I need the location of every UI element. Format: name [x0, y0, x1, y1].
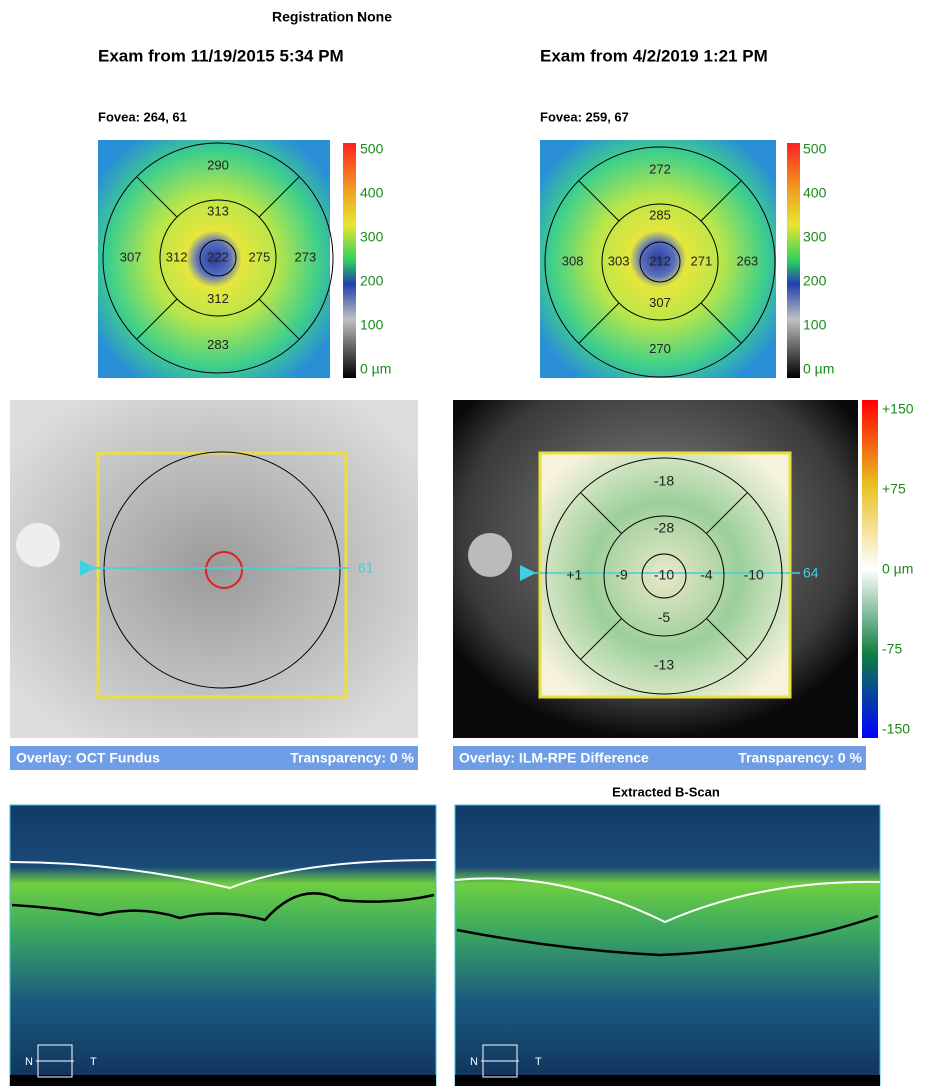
grid-value: 285	[649, 207, 671, 222]
report: Registration : None Exam from 11/19/2015…	[0, 0, 934, 1086]
scale-label: 200	[803, 273, 827, 289]
difference-scale	[862, 400, 878, 738]
scale-label: 300	[803, 229, 827, 245]
grid-value: 283	[207, 337, 229, 352]
optic-disc	[16, 523, 60, 567]
scale-label: 0 µm	[882, 561, 913, 577]
grid-value: 212	[649, 253, 671, 268]
fovea: Fovea: 259, 67	[540, 109, 629, 124]
grid-value: 312	[207, 291, 229, 306]
temporal-label: T	[535, 1056, 542, 1068]
bscan-footer	[10, 1075, 436, 1086]
exam-title: Exam from 11/19/2015 5:34 PM	[98, 46, 344, 65]
grid-value: 272	[649, 161, 671, 176]
grid-value: 312	[166, 249, 188, 264]
scale-label: 400	[803, 185, 827, 201]
bscan-image	[455, 805, 880, 1086]
exam-title: Exam from 4/2/2019 1:21 PM	[540, 46, 768, 65]
grid-value: 275	[249, 249, 271, 264]
scale-label: 100	[360, 317, 384, 333]
grid-value: 270	[649, 341, 671, 356]
color-scale	[343, 143, 356, 378]
grid-value: -5	[658, 609, 671, 625]
transparency-label: Transparency: 0 %	[290, 750, 414, 766]
scale-label: -150	[882, 721, 910, 737]
scale-label: 200	[360, 273, 384, 289]
grid-value: 303	[608, 253, 630, 268]
scale-label: 500	[803, 141, 827, 157]
grid-value: -10	[654, 567, 674, 583]
scale-label: 400	[360, 185, 384, 201]
grid-value: 313	[207, 203, 229, 218]
temporal-label: T	[90, 1056, 97, 1068]
fovea: Fovea: 264, 61	[98, 109, 187, 124]
registration-value: None	[357, 9, 392, 25]
scale-label: -75	[882, 641, 902, 657]
color-scale	[787, 143, 800, 378]
transparency-label: Transparency: 0 %	[738, 750, 862, 766]
grid-value: -18	[654, 472, 674, 488]
scale-label: 0 µm	[360, 361, 391, 377]
grid-value: -28	[654, 520, 674, 536]
optic-disc	[468, 533, 512, 577]
scan-line-label: 64	[803, 565, 819, 581]
scan-line-label: 61	[358, 560, 374, 576]
scale-label: 100	[803, 317, 827, 333]
grid-value: -9	[615, 567, 628, 583]
grid-value: 290	[207, 157, 229, 172]
overlay-label: Overlay: OCT Fundus	[16, 750, 160, 766]
scale-label: +150	[882, 401, 914, 417]
bscan-footer	[455, 1075, 880, 1086]
scale-label: 0 µm	[803, 361, 834, 377]
nasal-label: N	[25, 1056, 33, 1068]
grid-value: 308	[562, 253, 584, 268]
grid-value: 307	[649, 295, 671, 310]
grid-value: 271	[691, 253, 713, 268]
scale-label: +75	[882, 481, 906, 497]
nasal-label: N	[470, 1056, 478, 1068]
grid-value: +1	[566, 567, 582, 583]
bscan-image	[10, 805, 436, 1086]
grid-value: 273	[295, 249, 317, 264]
grid-value: 263	[737, 253, 759, 268]
grid-value: 222	[207, 249, 229, 264]
overlay-label: Overlay: ILM-RPE Difference	[459, 750, 649, 766]
scale-label: 500	[360, 141, 384, 157]
bscan-title: Extracted B-Scan	[612, 784, 720, 799]
registration-label: Registration :	[272, 9, 362, 25]
grid-value: 307	[120, 249, 142, 264]
grid-value: -10	[744, 567, 764, 583]
grid-value: -4	[700, 567, 713, 583]
scale-label: 300	[360, 229, 384, 245]
grid-value: -13	[654, 656, 674, 672]
